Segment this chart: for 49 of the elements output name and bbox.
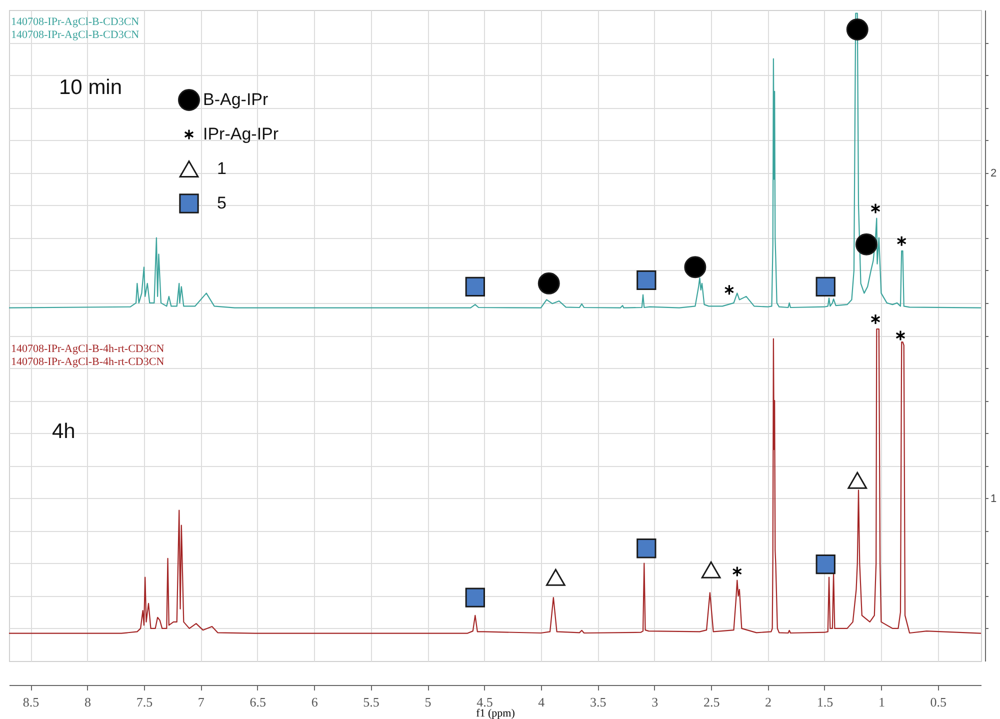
x-tick-label: 8 xyxy=(84,694,92,710)
point xyxy=(701,561,721,578)
point xyxy=(636,270,656,290)
x-tick-label: 5.5 xyxy=(363,694,380,710)
point xyxy=(732,566,742,578)
line-series xyxy=(9,12,981,308)
point xyxy=(896,330,906,342)
point xyxy=(724,284,734,296)
point xyxy=(846,18,868,41)
point xyxy=(684,256,706,278)
x-tick-label: 2.5 xyxy=(703,694,720,710)
legend-label: B-Ag-IPr xyxy=(203,90,269,109)
point xyxy=(855,233,878,256)
text: 140708-IPr-AgCl-B-4h-rt-CD3CN xyxy=(11,356,164,368)
x-tick-label: 5 xyxy=(424,694,432,710)
x-tick-label: 7.5 xyxy=(136,694,153,710)
x-tick-label: 8.5 xyxy=(22,694,40,710)
legend-label: 1 xyxy=(217,159,226,178)
point xyxy=(546,568,566,586)
x-tick-label: 3 xyxy=(652,694,658,710)
annotation: 4h xyxy=(52,420,76,443)
x-tick-label: 3.5 xyxy=(590,694,606,710)
x-axis-title: f1 (ppm) xyxy=(476,708,516,719)
x-tick-label: 1.5 xyxy=(816,694,834,710)
x-tick-label: 7 xyxy=(198,694,205,710)
point xyxy=(538,272,560,294)
x-tick-label: 6 xyxy=(311,694,318,710)
point xyxy=(465,588,485,608)
text: 140708-IPr-AgCl-B-CD3CN xyxy=(11,16,140,28)
point xyxy=(870,314,880,325)
text: 140708-IPr-AgCl-B-4h-rt-CD3CN xyxy=(11,343,164,355)
x-tick-label: 6.5 xyxy=(250,694,266,710)
x-tick-label: 2 xyxy=(765,694,772,710)
x-tick-label: 0.5 xyxy=(930,694,947,710)
point xyxy=(465,276,485,297)
line-series xyxy=(9,328,981,634)
point xyxy=(636,538,656,558)
point xyxy=(896,236,907,247)
point xyxy=(870,203,880,214)
legend-label: 5 xyxy=(217,194,226,212)
point xyxy=(816,276,836,297)
x-tick-label: 4.5 xyxy=(476,694,493,710)
legend-label: IPr-Ag-IPr xyxy=(203,124,279,144)
x-tick-label: 4 xyxy=(538,694,546,710)
text: 140708-IPr-AgCl-B-CD3CN xyxy=(11,29,140,41)
point xyxy=(816,554,836,574)
point xyxy=(848,472,868,489)
x-tick-label: 1 xyxy=(878,694,885,710)
annotation: 10 min xyxy=(59,76,122,99)
